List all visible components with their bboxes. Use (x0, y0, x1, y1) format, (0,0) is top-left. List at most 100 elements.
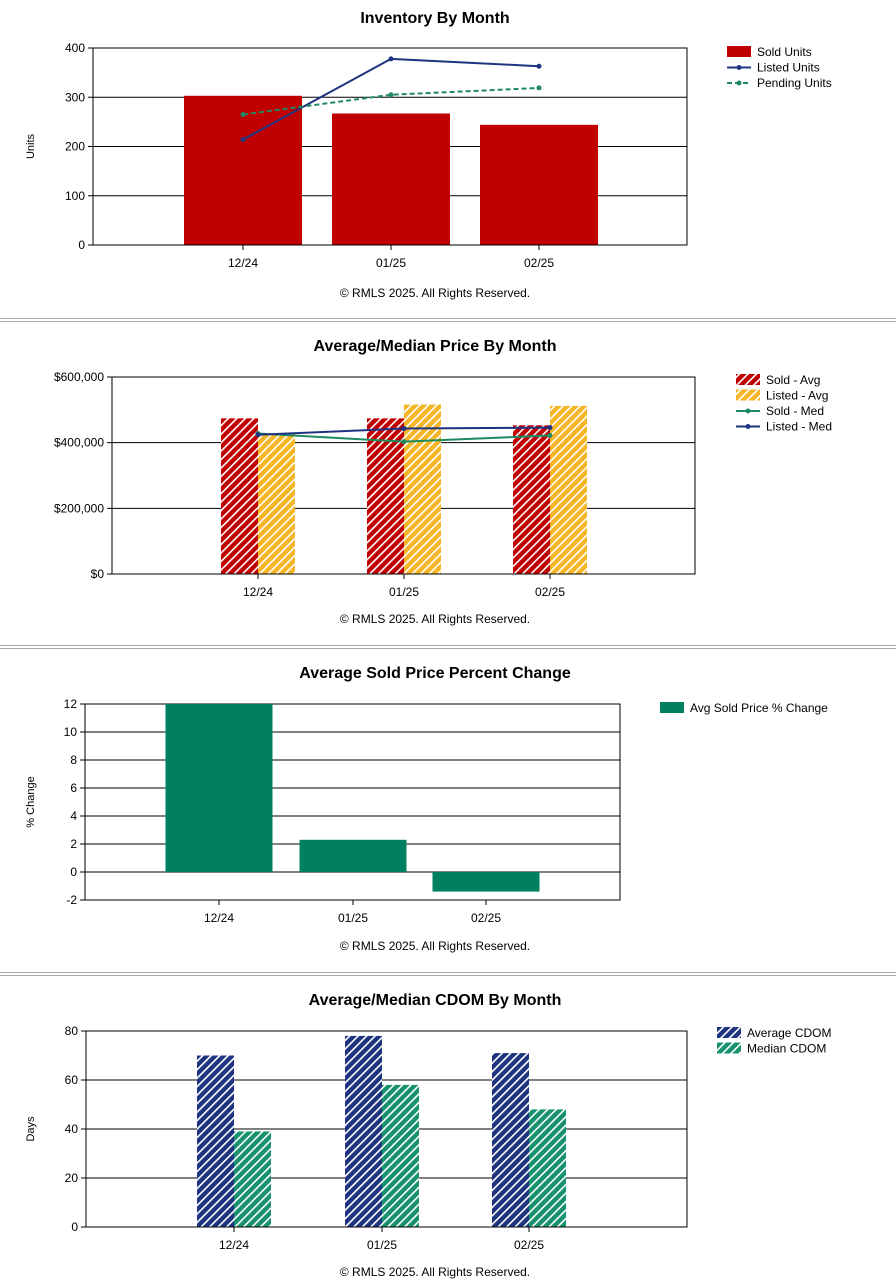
point-sold-med (401, 439, 407, 445)
chart-panel-percent-change: Average Sold Price Percent Change -2 0 2 4 6… (0, 653, 896, 971)
chart-panel-price: Average/Median Price By Month $0 $200,000… (0, 326, 896, 644)
bar-average-cdom (492, 1053, 529, 1227)
point-sold-med (547, 432, 553, 438)
x-tick-label: 02/25 (471, 911, 501, 925)
price-chart: $0 $200,000 $400,000 $600,000 12/24 01/25 02/2… (54, 370, 832, 599)
legend-swatch-average-cdom (717, 1027, 741, 1038)
point-pending-units (388, 92, 394, 98)
point-listed-units (536, 63, 542, 69)
cdom-chart: 0 20 40 60 80 Days 12/24 01/25 02/25 Average CDOM… (25, 1024, 831, 1252)
legend-label-listed-units: Listed Units (757, 61, 820, 75)
bar-average-cdom (197, 1055, 234, 1227)
bar-average-cdom (345, 1035, 382, 1227)
y-tick-label: 0 (78, 238, 85, 252)
y-tick-label: 300 (65, 90, 85, 104)
panel-divider (0, 645, 896, 649)
chart-title: Average/Median CDOM By Month (308, 992, 562, 1009)
y-tick-label: 6 (70, 781, 77, 795)
point-pending-units (536, 85, 542, 91)
legend-label-avg-sold-price-change: Avg Sold Price % Change (690, 701, 828, 715)
percent-change-chart: -2 0 2 4 6 8 10 12 % Change 12/24 01/25 02/25 Avg So… (25, 697, 828, 925)
legend-marker-pending-units (736, 80, 742, 86)
y-tick-label: 60 (65, 1073, 79, 1087)
x-tick-label: 01/25 (367, 1238, 397, 1252)
legend-marker-listed-units (736, 65, 742, 70)
legend-label-sold-med: Sold - Med (766, 404, 824, 418)
y-tick-label: 20 (65, 1171, 79, 1185)
bar-listed-avg (550, 405, 587, 574)
x-tick-label: 12/24 (204, 911, 234, 925)
y-axis-label: Days (25, 1116, 37, 1142)
y-tick-label: -2 (66, 893, 77, 907)
y-tick-label: 0 (71, 1220, 78, 1234)
legend-label-average-cdom: Average CDOM (747, 1026, 831, 1040)
point-pending-units (240, 111, 246, 117)
y-tick-label: 8 (70, 753, 77, 767)
chart-panel-cdom: Average/Median CDOM By Month 0 20 40 60 80 Da… (0, 980, 896, 1280)
y-tick-label: 80 (65, 1024, 79, 1038)
legend-label-listed-med: Listed - Med (766, 420, 832, 434)
legend-swatch-median-cdom (717, 1042, 741, 1054)
bar-sold-avg (367, 418, 404, 574)
y-tick-label: 40 (65, 1122, 79, 1136)
legend-label-pending-units: Pending Units (757, 76, 832, 90)
bar-median-cdom (234, 1131, 271, 1227)
x-tick-label: 12/24 (219, 1238, 249, 1252)
y-tick-label: 0 (70, 865, 77, 879)
y-tick-label: 4 (70, 809, 77, 823)
y-axis-label: % Change (25, 776, 37, 827)
x-tick-label: 12/24 (228, 256, 258, 270)
chart-title: Inventory By Month (360, 10, 510, 27)
y-tick-label: 100 (65, 189, 85, 203)
y-tick-label: 10 (64, 725, 78, 739)
bar-avg-sold-price-change (299, 839, 407, 872)
y-tick-label: $600,000 (54, 370, 104, 384)
legend-swatch-sold-avg (736, 374, 760, 385)
y-axis-label: Units (25, 133, 37, 159)
point-listed-med (401, 426, 407, 432)
bar-avg-sold-price-change (432, 872, 540, 892)
bar-sold-units (184, 95, 302, 246)
legend-marker-sold-med (745, 408, 751, 414)
copyright-footer: © RMLS 2025. All Rights Reserved. (339, 286, 531, 300)
copyright-footer: © RMLS 2025. All Rights Reserved. (339, 939, 531, 953)
chart-title: Average/Median Price By Month (313, 338, 557, 355)
bar-sold-avg (221, 418, 258, 574)
legend-swatch-sold-units (727, 46, 751, 57)
x-tick-label: 01/25 (338, 911, 368, 925)
point-listed-units (388, 56, 394, 62)
copyright-footer: © RMLS 2025. All Rights Reserved. (339, 612, 531, 626)
legend-label-listed-avg: Listed - Avg (766, 389, 828, 403)
copyright-footer: © RMLS 2025. All Rights Reserved. (339, 1265, 531, 1279)
x-tick-label: 01/25 (376, 256, 406, 270)
y-tick-label: 200 (65, 140, 85, 154)
bar-median-cdom (529, 1109, 566, 1227)
point-listed-med (547, 425, 553, 431)
line-pending-units (242, 86, 540, 116)
x-tick-label: 01/25 (389, 585, 419, 599)
legend-swatch-avg-sold-price-change (660, 702, 684, 713)
legend-label-sold-units: Sold Units (757, 45, 812, 59)
panel-divider (0, 972, 896, 976)
bar-avg-sold-price-change (165, 704, 273, 872)
point-listed-med (255, 432, 261, 438)
chart-panel-inventory: Inventory By Month 0 100 200 300 400 Units 12/… (0, 0, 896, 318)
y-tick-label: $200,000 (54, 501, 104, 515)
legend-marker-listed-med (745, 424, 751, 429)
bar-sold-units (480, 124, 598, 245)
chart-title: Average Sold Price Percent Change (299, 665, 571, 682)
y-tick-label: 400 (65, 41, 85, 55)
y-tick-label: $400,000 (54, 436, 104, 450)
x-tick-label: 12/24 (243, 585, 273, 599)
legend-label-median-cdom: Median CDOM (747, 1042, 826, 1056)
legend-label-sold-avg: Sold - Avg (766, 373, 820, 387)
x-tick-label: 02/25 (535, 585, 565, 599)
y-tick-label: 2 (70, 837, 77, 851)
y-tick-label: $0 (91, 567, 105, 581)
bar-listed-avg (258, 434, 295, 574)
panel-divider (0, 318, 896, 322)
bar-median-cdom (382, 1084, 419, 1227)
bar-listed-avg (404, 404, 441, 574)
point-listed-units (240, 137, 246, 143)
x-tick-label: 02/25 (514, 1238, 544, 1252)
